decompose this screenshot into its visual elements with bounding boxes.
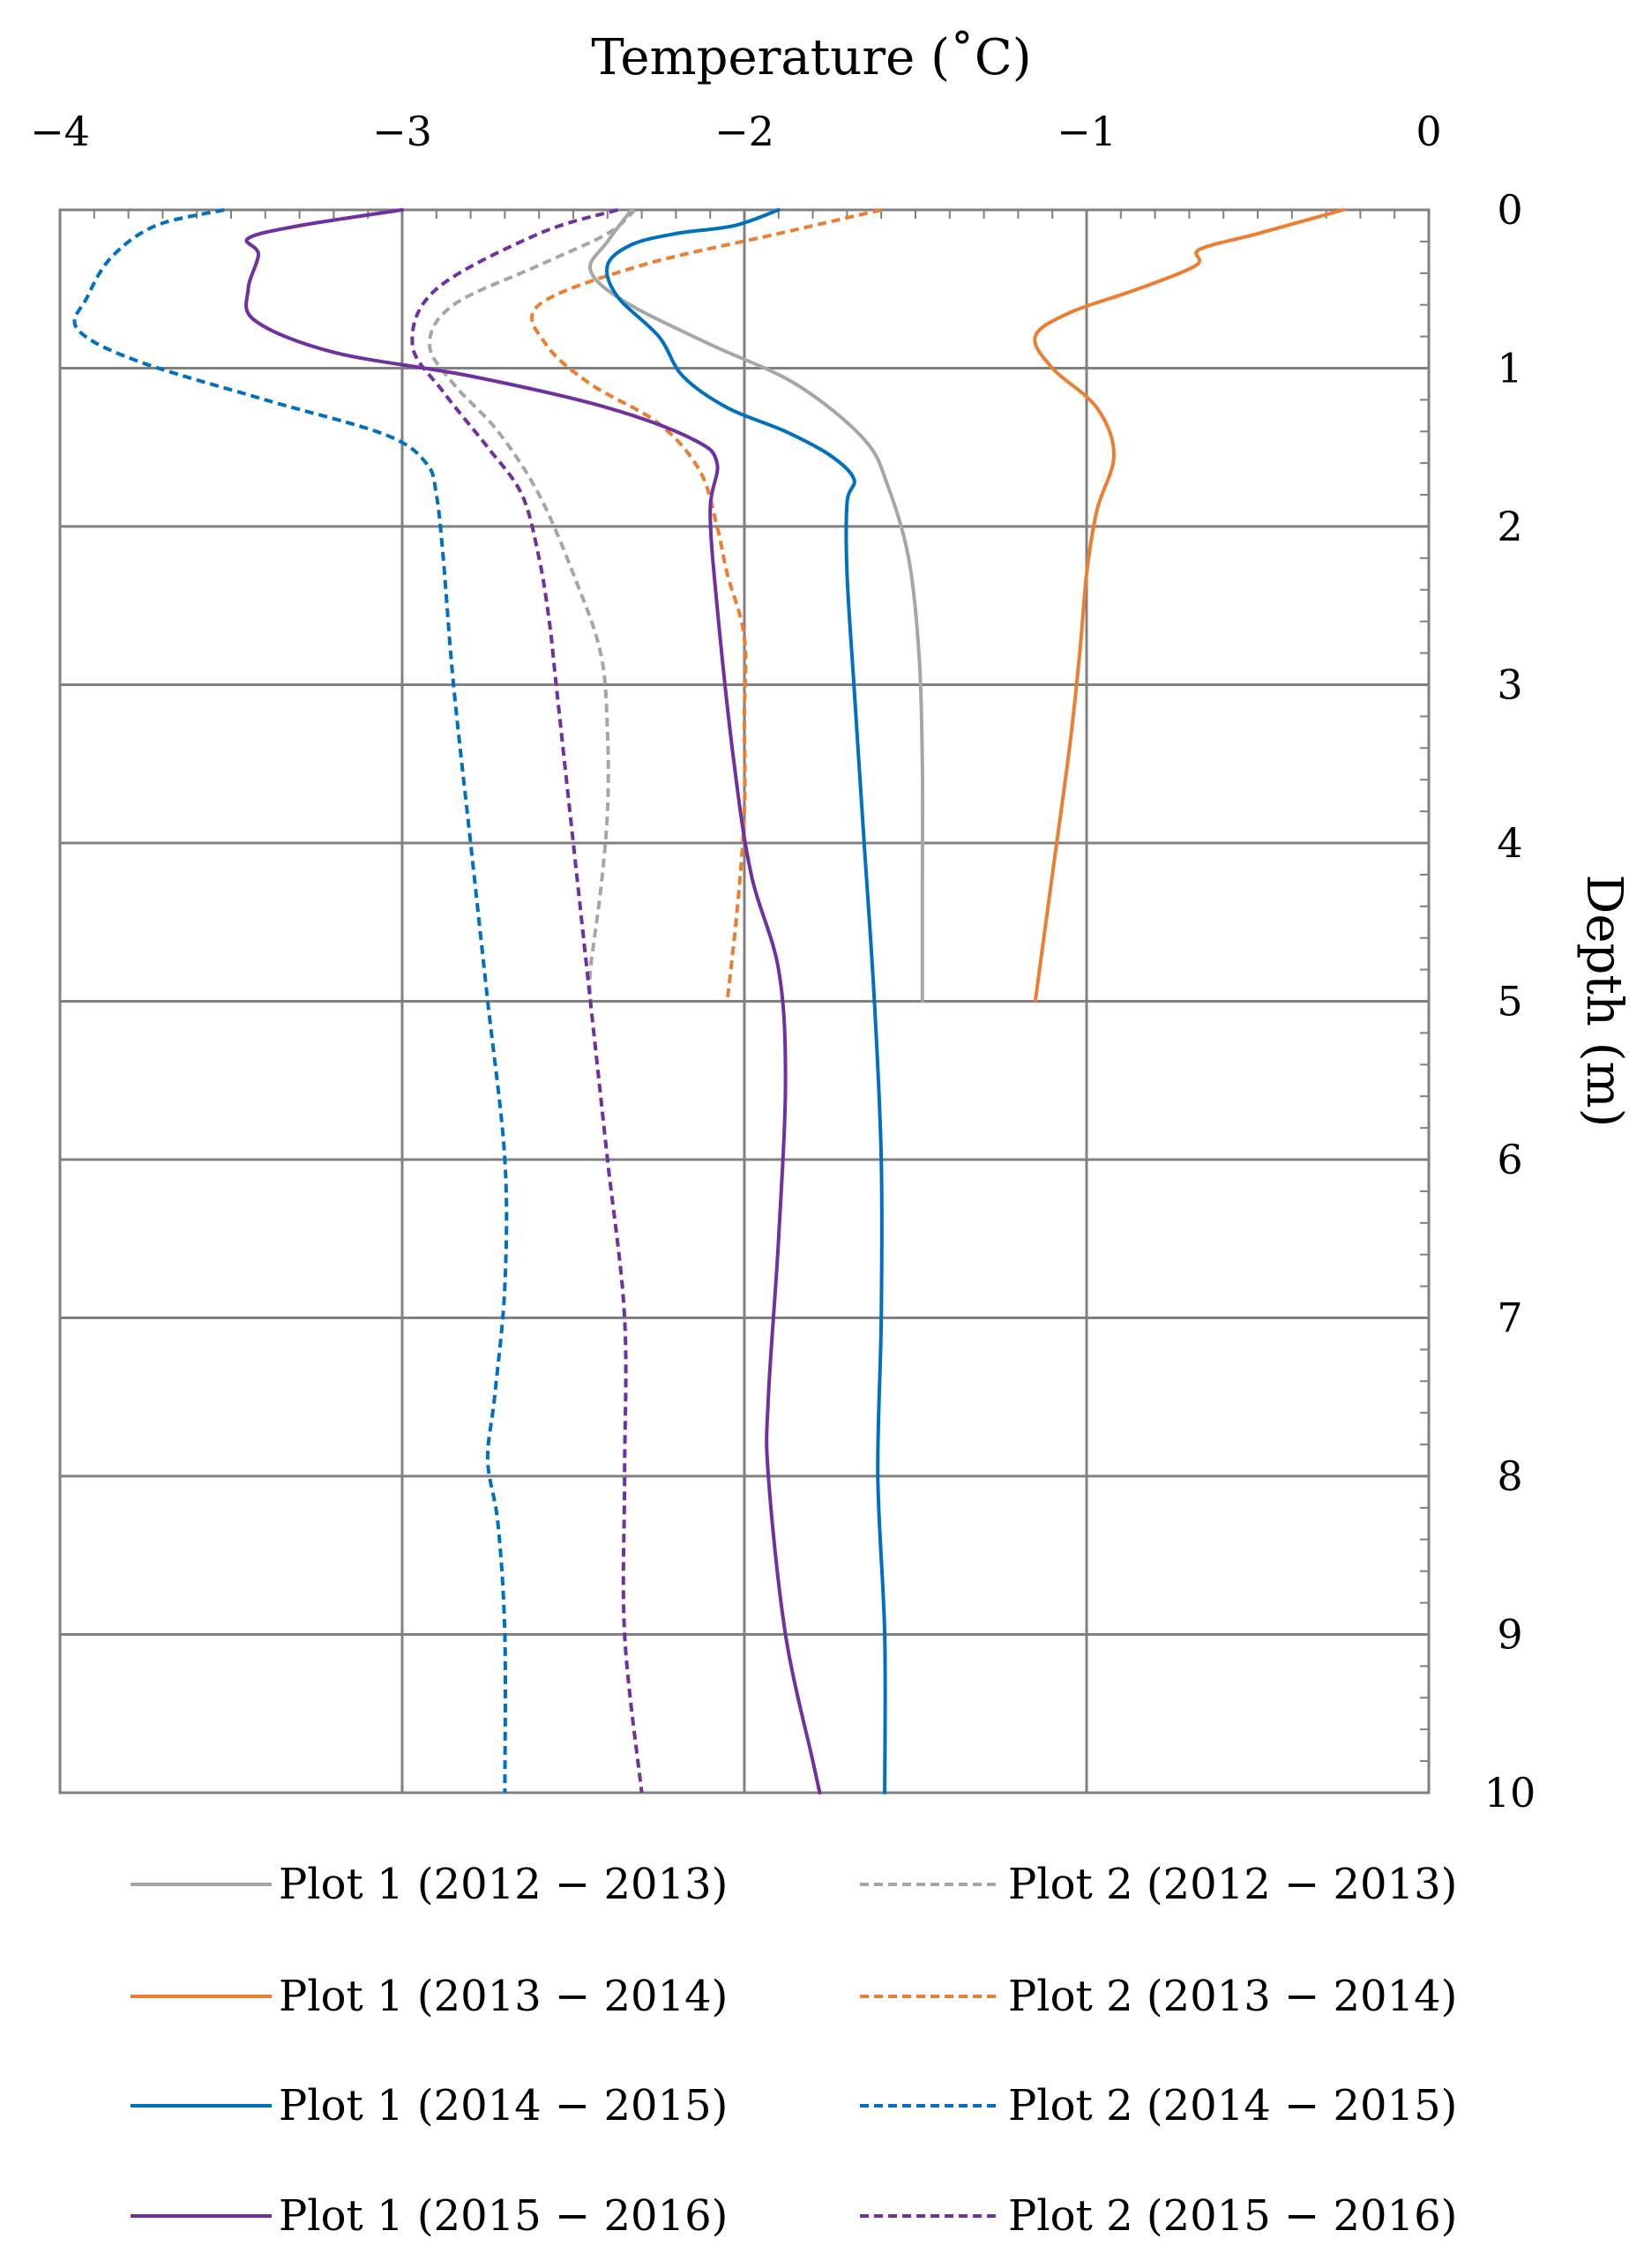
legend: Plot 1 (2012 − 2013) Plot 2 (2012 − 2013)…	[131, 1860, 1457, 2241]
legend-label-0: Plot 1 (2012 − 2013)	[279, 1860, 728, 1909]
series-line-3	[530, 208, 882, 1002]
legend-label-6: Plot 1 (2015 − 2016)	[279, 2191, 728, 2241]
y-axis-title: Depth (m)	[1575, 874, 1633, 1127]
series-line-5	[72, 208, 509, 1794]
legend-label-1: Plot 2 (2012 − 2013)	[1008, 1860, 1457, 1909]
series-line-6	[244, 208, 822, 1794]
series-line-2	[1033, 208, 1345, 1003]
y-tick-label: 8	[1497, 1452, 1522, 1500]
axis-ticks	[59, 209, 1430, 1794]
series-line-4	[605, 208, 887, 1794]
grid-lines	[58, 208, 1431, 1794]
y-tick-label: 2	[1497, 503, 1522, 550]
x-tick-label: 0	[1416, 108, 1441, 155]
y-tick-label: 7	[1497, 1294, 1522, 1342]
x-tick-label: −3	[372, 108, 432, 155]
x-tick-label: −2	[714, 108, 774, 155]
legend-label-2: Plot 1 (2013 − 2014)	[279, 1972, 728, 2021]
y-tick-label: 5	[1497, 978, 1522, 1026]
legend-label-5: Plot 2 (2014 − 2015)	[1008, 2081, 1457, 2130]
x-axis-title: Temperature (˚C)	[591, 29, 1031, 86]
series-line-1	[428, 208, 637, 1002]
series-lines	[72, 208, 1345, 1794]
y-tick-label: 6	[1497, 1136, 1522, 1183]
y-tick-label: 0	[1497, 186, 1522, 234]
tick-labels: −4 −3 −2 −1 0 0 1 2 3 4 5 6 7 8 9 10	[30, 108, 1536, 1817]
y-tick-label: 9	[1497, 1611, 1522, 1659]
series-line-0	[588, 208, 925, 1003]
x-tick-label: −1	[1057, 108, 1117, 155]
series-line-7	[410, 208, 644, 1794]
legend-label-3: Plot 2 (2013 − 2014)	[1008, 1972, 1457, 2021]
y-tick-label: 3	[1497, 661, 1522, 709]
x-tick-label: −4	[30, 108, 90, 155]
legend-label-7: Plot 2 (2015 − 2016)	[1008, 2191, 1457, 2241]
y-tick-label: 1	[1497, 345, 1522, 392]
y-tick-label: 10	[1484, 1769, 1536, 1817]
y-tick-label: 4	[1497, 819, 1522, 867]
legend-label-4: Plot 1 (2014 − 2015)	[279, 2081, 728, 2130]
